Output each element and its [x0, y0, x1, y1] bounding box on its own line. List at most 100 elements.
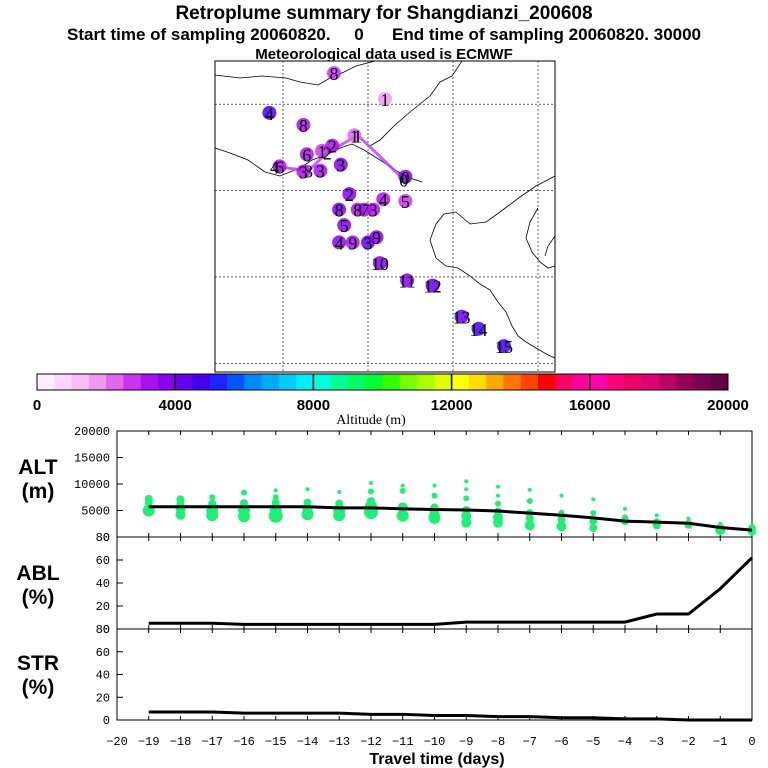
cluster-marker [378, 92, 392, 107]
altitude-point [496, 484, 500, 489]
str-line [148, 710, 752, 722]
colorbar-swatch [555, 374, 573, 390]
cluster-marker [332, 235, 347, 250]
track-label: 4 [270, 157, 279, 177]
altitude-point [623, 506, 627, 511]
cluster-label: 0 [401, 168, 410, 188]
cluster-label: 9 [372, 228, 381, 248]
cluster-label: 2 [328, 137, 337, 157]
colorbar-tick-label: 12000 [431, 397, 473, 414]
sampling-times: Start time of sampling 20060820. 0 End t… [0, 25, 768, 45]
cluster-marker [327, 66, 341, 81]
colorbar-swatch [572, 374, 591, 390]
cluster-marker [313, 163, 328, 178]
cluster-label: 15 [495, 337, 513, 357]
cluster-marker [342, 187, 357, 202]
x-tick-label: −13 [328, 735, 350, 749]
colorbar-swatch [503, 374, 522, 390]
altitude-point [461, 510, 472, 521]
colorbar-tick-label: 16000 [569, 397, 611, 414]
x-tick-label: −11 [392, 735, 414, 749]
colorbar-swatch [88, 374, 107, 390]
x-tick-label: −4 [618, 735, 632, 749]
cluster-label: 13 [453, 308, 471, 328]
altitude-colorbar: 0 4000 8000 12000 16000 20000 [33, 373, 749, 414]
altitude-point [559, 493, 564, 498]
colorbar-tick-label: 0 [33, 397, 41, 414]
korea-south [544, 235, 556, 257]
altitude-point [396, 509, 409, 522]
colorbar-swatch [106, 374, 124, 390]
colorbar-swatch [589, 374, 608, 390]
cluster-label: 4 [265, 104, 274, 124]
altitude-point [337, 489, 342, 494]
colorbar-swatch [468, 374, 487, 390]
y-tick-label: 5000 [81, 505, 110, 519]
cluster-label: 6 [302, 145, 311, 165]
x-tick-label: −3 [650, 735, 664, 749]
colorbar-tick-label: 20000 [707, 397, 749, 414]
altitude-point [464, 479, 469, 484]
cluster-label: 1 [381, 90, 390, 110]
colorbar-swatch [175, 374, 193, 390]
cluster-label: 5 [401, 192, 410, 212]
cluster-label: 12 [424, 277, 442, 297]
cluster-marker [425, 278, 440, 293]
x-tick-label: −2 [681, 735, 695, 749]
colorbar-tick-label: 4000 [159, 397, 192, 414]
cluster-label: 9 [348, 233, 357, 253]
track-label: 2 [323, 144, 332, 164]
altitude-point [176, 495, 185, 504]
altitude-point [305, 487, 310, 492]
cluster-marker [398, 193, 413, 208]
abl-line [148, 556, 754, 626]
y-axis-label-line: (%) [22, 676, 55, 699]
panel-frame [116, 628, 753, 721]
cluster-marker [345, 235, 360, 250]
colorbar-swatch [330, 374, 349, 390]
y-tick-label: 10000 [74, 478, 110, 492]
altitude-point [556, 521, 567, 532]
x-tick-label: −19 [138, 735, 160, 749]
cluster-marker [296, 164, 311, 179]
x-tick-label: −14 [297, 735, 319, 749]
y-axis-label-line: (m) [22, 480, 55, 503]
start-time-label: Start time of sampling 20060820. [66, 25, 331, 44]
colorbar-tick-label: 8000 [297, 397, 330, 414]
altitude-point [493, 512, 503, 523]
altitude-point [369, 480, 373, 485]
altitude-mean-line [148, 505, 753, 532]
cluster-label: 3 [316, 162, 325, 182]
y-axis-label: STR (%) [17, 652, 59, 699]
y-tick-label: 80 [96, 531, 110, 545]
border-north [214, 60, 376, 86]
x-axis-label: Travel time (days) [369, 751, 504, 768]
colorbar-swatch [641, 374, 660, 390]
altitude-point [461, 517, 472, 528]
altitude-point [590, 510, 597, 517]
altitude-point [273, 488, 278, 493]
altitude-point [209, 494, 216, 501]
altitude-point [496, 493, 500, 498]
colorbar-swatch [710, 374, 729, 390]
colorbar-swatch [658, 374, 677, 390]
altitude-point [272, 494, 279, 501]
x-tick-label: −7 [523, 735, 537, 749]
cluster-label: 5 [340, 216, 349, 236]
cluster-marker [272, 159, 287, 174]
cluster-label: 2 [345, 185, 354, 205]
altitude-point [527, 487, 532, 492]
cluster-label: 8 [335, 201, 344, 221]
altitude-point [335, 499, 344, 508]
border-east [369, 60, 463, 147]
y-tick-label: 0 [103, 531, 110, 545]
y-tick-label: 60 [96, 646, 110, 660]
cluster-marker [332, 202, 347, 217]
cluster-label: 6 [275, 157, 284, 177]
cluster-label: 8 [299, 116, 308, 136]
y-tick-label: 40 [96, 577, 110, 591]
cluster-marker [372, 256, 387, 271]
